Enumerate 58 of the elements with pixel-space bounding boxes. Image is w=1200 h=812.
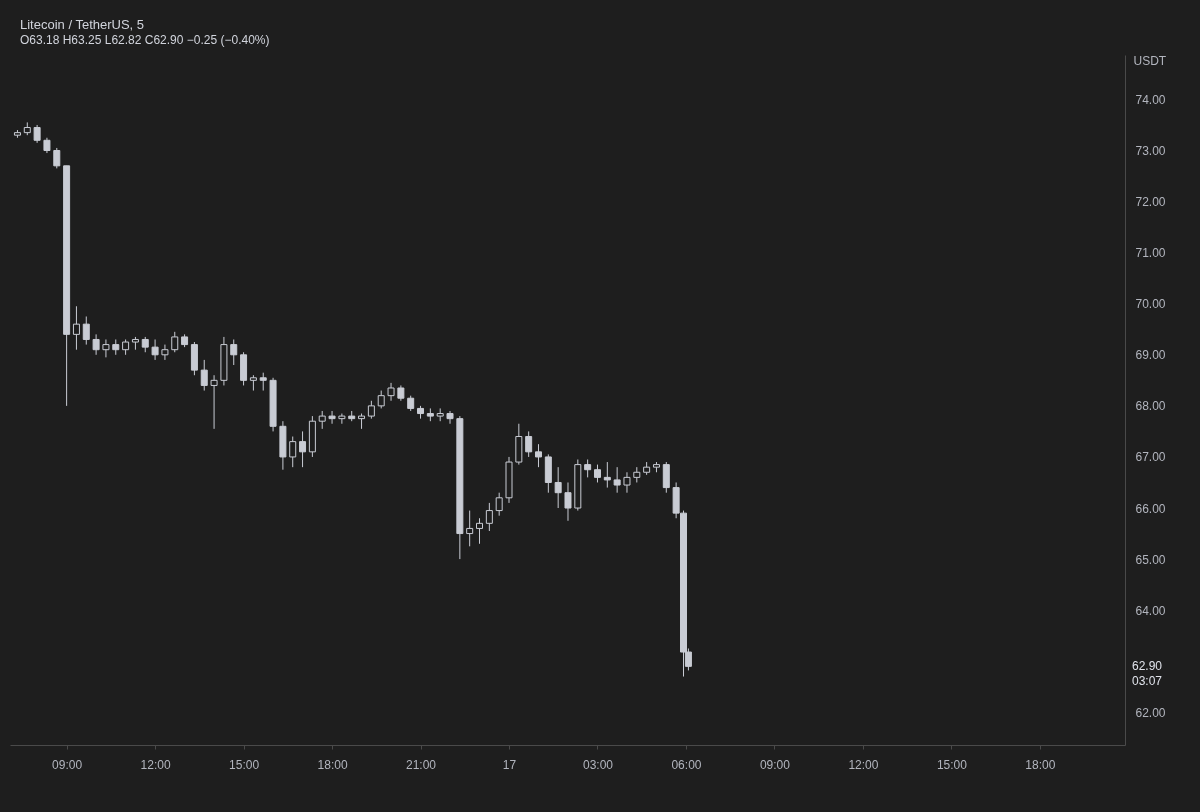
candlestick: [662, 461, 670, 494]
y-tick-label: 71.00: [1135, 246, 1166, 261]
x-tick-label: 15:00: [936, 757, 968, 772]
candlestick: [603, 461, 611, 489]
candlestick: [623, 471, 631, 494]
candlestick: [210, 374, 218, 430]
y-axis-title: USDT: [1133, 53, 1167, 68]
candlestick: [171, 331, 179, 353]
y-tick-label: 66.00: [1135, 501, 1166, 516]
y-tick-label: 73.00: [1135, 144, 1166, 159]
x-tick-label: 09:00: [759, 757, 791, 772]
candlestick: [613, 466, 621, 494]
candlestick: [200, 359, 208, 392]
candlestick: [92, 333, 100, 356]
y-tick-label: 62.00: [1135, 705, 1166, 720]
candlestick: [230, 338, 238, 366]
candlestick: [387, 382, 395, 402]
candlestick: [299, 430, 307, 468]
candlestick: [446, 410, 454, 425]
candlestick: [289, 436, 297, 468]
candlestick: [102, 338, 110, 358]
candlestick: [564, 481, 572, 522]
x-tick-label: 18:00: [317, 757, 348, 772]
y-tick-label: 74.00: [1135, 92, 1166, 107]
y-tick-label: 68.00: [1135, 399, 1166, 414]
candlestick: [476, 517, 484, 545]
candlestick: [466, 510, 474, 547]
candlestick: [338, 413, 346, 425]
candlestick: [82, 316, 90, 346]
x-tick-label: 21:00: [406, 757, 437, 772]
x-tick-label: 09:00: [52, 757, 83, 772]
text: 03:07: [1132, 674, 1163, 689]
x-tick-label: 15:00: [229, 757, 260, 772]
candlestick: [554, 466, 562, 509]
candlestick: [525, 430, 533, 458]
x-tick-label: 12:00: [140, 757, 171, 772]
candlestick: [151, 338, 159, 361]
candlestick: [535, 443, 542, 468]
x-tick-label: 17: [502, 757, 517, 772]
text: 62.90: [1132, 659, 1163, 674]
y-tick-label: 65.00: [1135, 552, 1166, 567]
candlestick: [53, 147, 61, 169]
candlestick: [495, 492, 503, 517]
x-tick-label: 12:00: [848, 757, 879, 772]
chart-title: Litecoin / TetherUS, 5: [20, 17, 145, 32]
candlestick: [72, 305, 80, 351]
y-tick-label: 67.00: [1135, 450, 1166, 465]
x-tick-label: 03:00: [582, 757, 614, 772]
y-tick-label: 72.00: [1135, 195, 1166, 210]
y-tick-label: 69.00: [1135, 348, 1166, 363]
y-tick-label: 70.00: [1135, 297, 1166, 312]
x-tick-label: 06:00: [671, 757, 702, 772]
x-tick-label: 18:00: [1025, 757, 1056, 772]
chart-subtitle: O63.18 H63.25 L62.82 C62.90 −0.25 (−0.40%): [20, 33, 270, 47]
y-tick-label: 64.00: [1135, 603, 1166, 618]
candlestick: [485, 502, 493, 532]
candlestick: [328, 410, 336, 425]
candlestick: [161, 344, 169, 361]
